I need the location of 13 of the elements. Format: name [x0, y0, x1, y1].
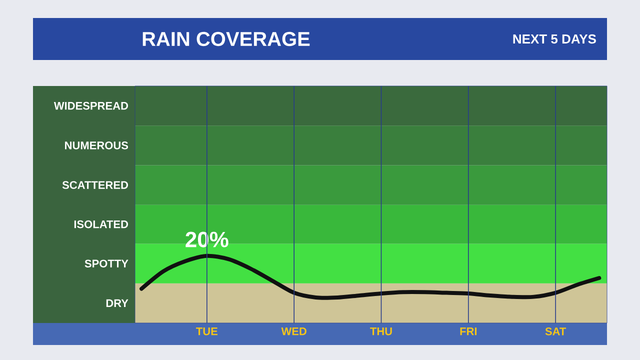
band-label: WIDESPREAD: [54, 102, 128, 110]
chart-subtitle: NEXT 5 DAYS: [513, 34, 596, 44]
band-label: NUMEROUS: [65, 142, 128, 150]
band-label: DRY: [106, 299, 128, 307]
x-tick-label: WED: [281, 328, 306, 336]
x-tick-label: SAT: [545, 328, 566, 336]
x-tick-label: THU: [370, 328, 392, 336]
x-tick-label: FRI: [460, 328, 477, 336]
band-label: SPOTTY: [84, 260, 128, 268]
band-label: SCATTERED: [62, 181, 128, 189]
chart-title: RAIN COVERAGE: [142, 32, 310, 46]
band-label: ISOLATED: [74, 220, 128, 228]
x-tick-label: TUE: [196, 328, 218, 336]
